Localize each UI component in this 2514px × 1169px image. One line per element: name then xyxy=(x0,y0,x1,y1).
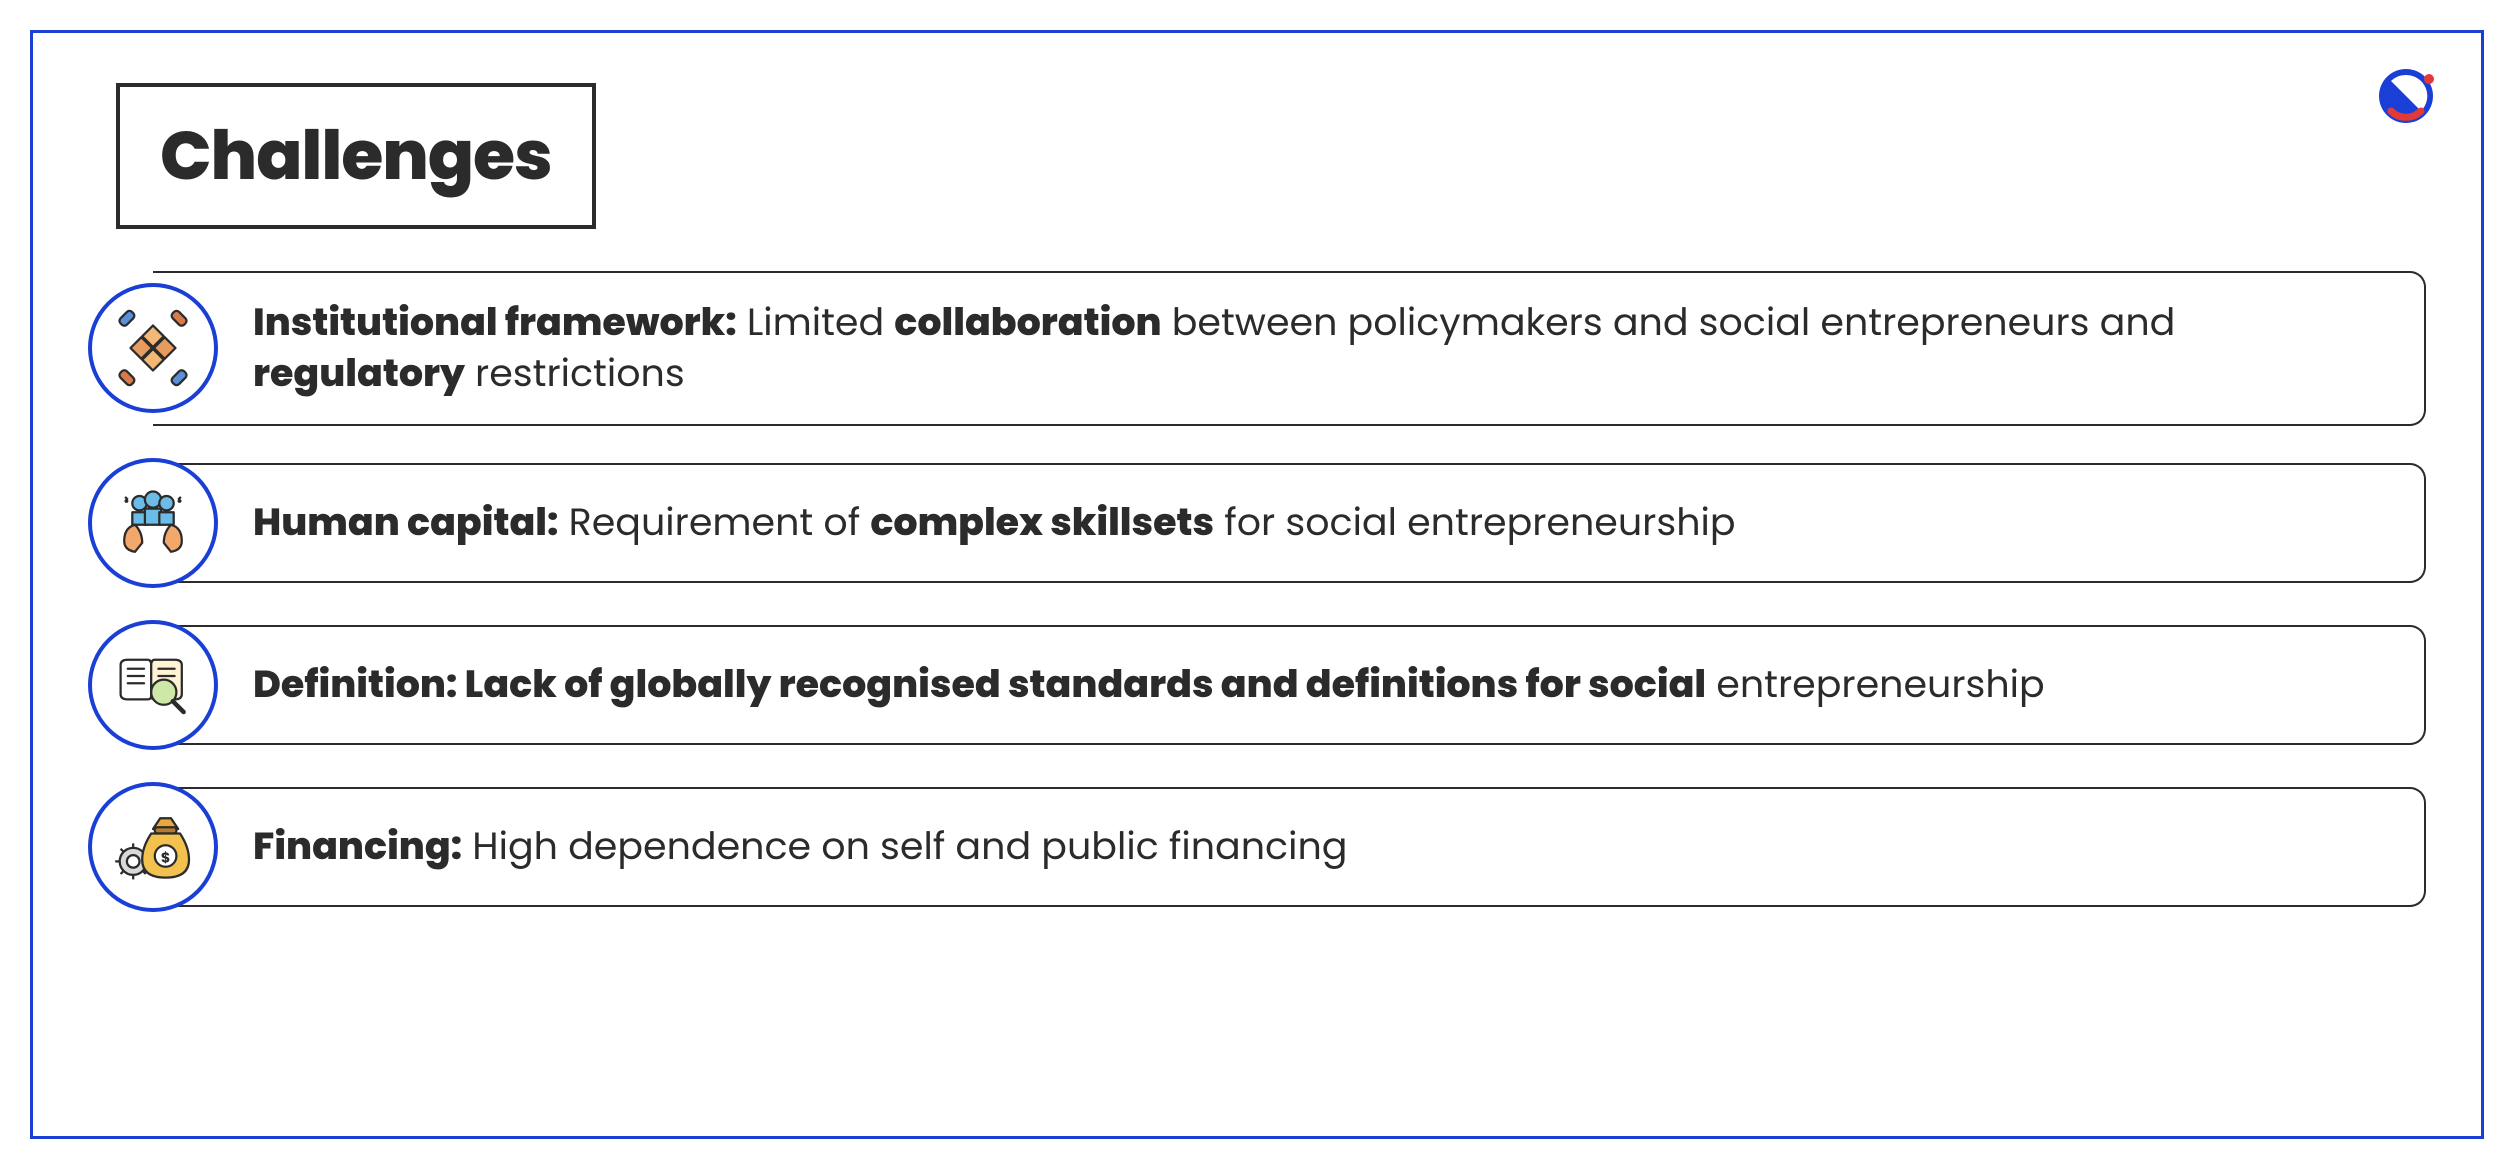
outer-frame: Challenges Ins xyxy=(30,30,2484,1139)
item-text: Human capital: Requirement of complex sk… xyxy=(253,497,1736,548)
item-text: Definition: Lack of globally recognised … xyxy=(253,659,2045,710)
list-item: $ Financing: High dependence on self and… xyxy=(88,782,2426,912)
brand-logo-icon xyxy=(2371,61,2441,131)
item-bar: Human capital: Requirement of complex sk… xyxy=(153,463,2426,583)
list-item: Institutional framework: Limited collabo… xyxy=(88,271,2426,426)
item-bar: Definition: Lack of globally recognised … xyxy=(153,625,2426,745)
item-text: Financing: High dependence on self and p… xyxy=(253,821,1347,872)
title-box: Challenges xyxy=(116,83,596,229)
hands-collaboration-icon xyxy=(88,283,218,413)
book-magnifier-icon xyxy=(88,620,218,750)
money-bag-icon: $ xyxy=(88,782,218,912)
list-item: Definition: Lack of globally recognised … xyxy=(88,620,2426,750)
item-bar: Institutional framework: Limited collabo… xyxy=(153,271,2426,426)
item-text: Institutional framework: Limited collabo… xyxy=(253,297,2384,400)
item-bar: Financing: High dependence on self and p… xyxy=(153,787,2426,907)
people-skills-icon xyxy=(88,458,218,588)
page-title: Challenges xyxy=(160,105,552,207)
svg-text:$: $ xyxy=(161,848,170,868)
list-item: Human capital: Requirement of complex sk… xyxy=(88,458,2426,588)
challenge-list: Institutional framework: Limited collabo… xyxy=(88,271,2426,912)
